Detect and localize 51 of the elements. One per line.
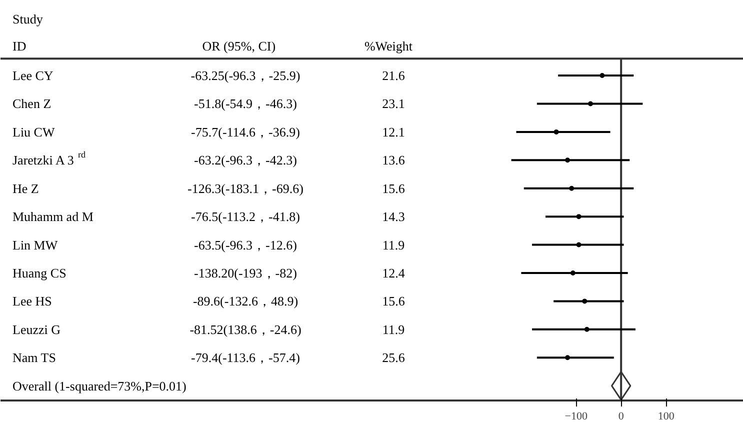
- annotation: -126.3(-183.1，-69.6): [188, 180, 304, 196]
- y-tick-label: Lee CY: [12, 68, 54, 84]
- annotation: -81.52(138.6，-24.6): [190, 322, 302, 337]
- annotation: 12.4: [382, 265, 406, 280]
- annotation: -63.25(-96.3，-25.9): [190, 68, 300, 84]
- y-tick-label: Lee HS: [12, 294, 52, 309]
- x-tick-label: −100: [564, 410, 588, 422]
- y-tick-label: Lin MW: [12, 237, 58, 252]
- y-tick-label: Muhamm ad M: [12, 209, 94, 224]
- x-tick-label: 0: [618, 410, 624, 422]
- y-tick-label: Liu CW: [12, 124, 56, 140]
- text: Study: [12, 12, 44, 27]
- point: [588, 101, 593, 106]
- y-tick-label: He Z: [12, 180, 39, 196]
- annotation: 21.6: [382, 68, 406, 84]
- annotation: 13.6: [382, 152, 406, 168]
- annotation: 11.9: [382, 322, 405, 337]
- annotation: 15.6: [382, 180, 406, 196]
- annotation: 11.9: [382, 237, 405, 252]
- point: [576, 214, 582, 220]
- annotation: -89.6(-132.6，48.9): [192, 294, 298, 309]
- point: [554, 129, 559, 134]
- point: [569, 186, 574, 191]
- text: %Weight: [364, 38, 413, 54]
- annotation: 15.6: [382, 294, 406, 309]
- annotation: 23.1: [382, 96, 405, 112]
- annotation: -51.8(-54.9，-46.3): [194, 96, 297, 112]
- y-tick-label: Huang CS: [12, 265, 66, 280]
- text: ID: [12, 38, 26, 54]
- point: [582, 298, 588, 304]
- point: [570, 270, 576, 276]
- point: [584, 326, 590, 332]
- annotation: -79.4(-113.6，-57.4): [191, 350, 300, 366]
- text: OR (95%, CI): [202, 38, 276, 54]
- point: [565, 158, 570, 163]
- y-tick-label: Overall (1-squared=73%,P=0.01): [12, 378, 186, 394]
- y-tick-label: Chen Z: [12, 96, 52, 112]
- annotation: 14.3: [382, 209, 405, 224]
- annotation: -138.20(-193，-82): [194, 265, 297, 280]
- annotation: -76.5(-113.2，-41.8): [191, 209, 300, 224]
- point: [600, 73, 605, 78]
- point: [576, 242, 582, 248]
- y-tick-label: Nam TS: [12, 350, 56, 366]
- annotation: -63.2(-96.3，-42.3): [194, 152, 297, 168]
- annotation: -75.7(-114.6，-36.9): [191, 124, 300, 140]
- y-tick-label: Leuzzi G: [12, 322, 61, 337]
- annotation: -63.5(-96.3，-12.6): [194, 237, 297, 252]
- point: [565, 355, 570, 360]
- annotation: 25.6: [382, 350, 406, 366]
- annotation: 12.1: [382, 124, 405, 140]
- x-tick-label: 100: [658, 410, 675, 422]
